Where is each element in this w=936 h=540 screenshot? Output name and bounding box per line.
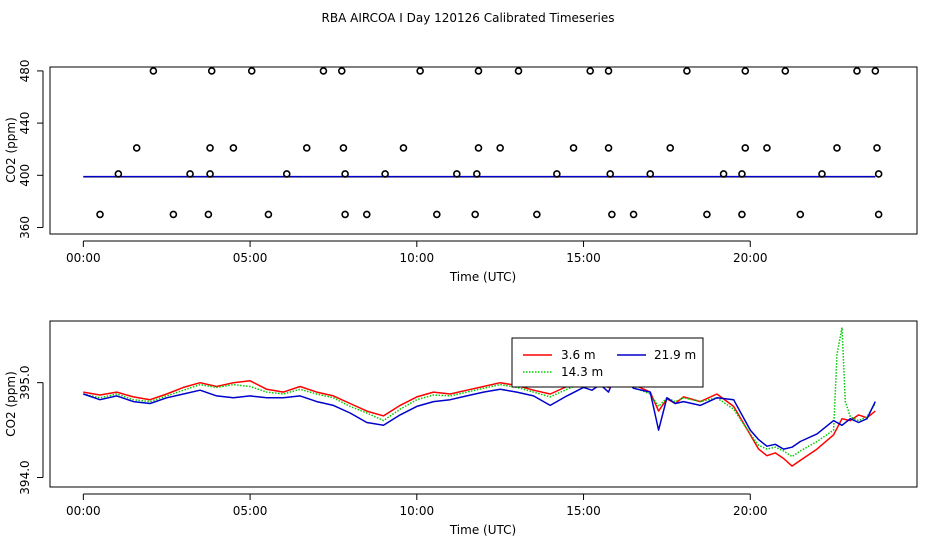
flag-point: [606, 170, 615, 178]
flag-point: [569, 144, 578, 152]
flag-point: [339, 144, 348, 152]
legend-box: [511, 337, 704, 388]
flag-point: [206, 144, 214, 152]
bottom-y-tick-label: 394.0: [18, 460, 32, 494]
flag-point: [132, 144, 141, 152]
flag-point: [741, 144, 750, 152]
flag-point: [206, 170, 214, 178]
flag-point: [453, 170, 461, 178]
flag-point: [204, 210, 213, 219]
flag-point: [871, 67, 880, 75]
flag-point: [474, 67, 483, 75]
flag-point: [719, 170, 728, 178]
top-chart: 00:00 05:00 10:00 15:00 20:00 360 400 440 480 T…: [4, 59, 918, 284]
flag-point: [604, 67, 613, 75]
top-y-axis-label: CO2 (ppm): [4, 117, 18, 183]
flag-point: [553, 170, 561, 178]
flag-point: [629, 210, 638, 219]
flag-point: [381, 170, 389, 178]
bottom-plot-frame: [49, 320, 918, 488]
flag-point: [433, 210, 441, 219]
bottom-series-layer: [83, 326, 876, 467]
bottom-y-axis: 394.0 395.0: [18, 365, 44, 495]
top-x-tick-label: 20:00: [733, 251, 768, 265]
top-x-axis: 00:00 05:00 10:00 15:00 20:00: [66, 240, 768, 265]
flag-point: [399, 144, 408, 152]
flag-point: [247, 67, 256, 75]
flag-point: [533, 210, 541, 219]
flag-point: [646, 170, 655, 178]
flag-point: [114, 170, 123, 178]
legend-label-14-3m: 14.3 m: [561, 365, 603, 379]
flag-point: [337, 67, 346, 75]
flag-point: [186, 170, 194, 178]
top-y-tick-label: 400: [18, 164, 32, 187]
top-y-axis: 360 400 440 480: [18, 59, 44, 239]
flag-point: [207, 67, 216, 75]
flag-point: [873, 144, 881, 152]
series-line-0: [83, 372, 876, 467]
top-x-tick-label: 05:00: [233, 251, 268, 265]
flag-point: [264, 210, 273, 219]
series-line-2: [83, 370, 876, 450]
flag-point: [96, 210, 104, 219]
flag-point: [586, 67, 595, 75]
flag-point: [169, 210, 178, 219]
top-y-tick-label: 360: [18, 216, 32, 239]
flag-point: [474, 144, 483, 152]
flag-point: [229, 144, 238, 152]
flag-point: [683, 67, 691, 75]
flag-point: [703, 210, 711, 219]
bottom-x-tick-label: 15:00: [566, 504, 601, 518]
flag-point: [473, 170, 481, 178]
bottom-x-tick-label: 20:00: [733, 504, 768, 518]
top-plot-frame: [49, 66, 918, 235]
flag-point: [282, 170, 291, 178]
bottom-chart: 00:00 05:00 10:00 15:00 20:00 394.0 395.0 Tim…: [4, 320, 918, 537]
flag-point: [741, 67, 750, 75]
flag-point: [496, 144, 504, 152]
top-flag-points: [96, 67, 883, 219]
legend: 3.6 m 21.9 m 14.3 m: [511, 337, 704, 388]
top-x-tick-label: 00:00: [66, 251, 101, 265]
flag-point: [302, 144, 311, 152]
flag-point: [604, 144, 613, 152]
top-x-axis-label: Time (UTC): [449, 270, 516, 284]
legend-label-3-6m: 3.6 m: [561, 348, 596, 362]
flag-point: [738, 170, 746, 178]
flag-point: [818, 170, 826, 178]
flag-point: [341, 210, 349, 219]
flag-point: [608, 210, 616, 219]
top-y-tick-label: 480: [18, 59, 32, 82]
flag-point: [781, 67, 790, 75]
flag-point: [796, 210, 805, 219]
top-x-tick-label: 10:00: [400, 251, 435, 265]
bottom-x-tick-label: 10:00: [400, 504, 435, 518]
flag-point: [149, 67, 158, 75]
flag-point: [874, 170, 883, 178]
flag-point: [853, 67, 861, 75]
bottom-x-axis: 00:00 05:00 10:00 15:00 20:00: [66, 493, 768, 518]
flag-point: [514, 67, 523, 75]
flag-point: [666, 144, 675, 152]
top-y-tick-label: 440: [18, 112, 32, 135]
flag-point: [362, 210, 371, 219]
bottom-x-tick-label: 05:00: [233, 504, 268, 518]
legend-label-21-9m: 21.9 m: [654, 348, 696, 362]
flag-point: [319, 67, 328, 75]
flag-point: [763, 144, 771, 152]
bottom-y-tick-label: 395.0: [18, 365, 32, 399]
flag-point: [471, 210, 479, 219]
top-x-tick-label: 15:00: [566, 251, 601, 265]
bottom-x-axis-label: Time (UTC): [449, 523, 516, 537]
bottom-x-tick-label: 00:00: [66, 504, 101, 518]
figure-title: RBA AIRCOA I Day 120126 Calibrated Times…: [322, 11, 615, 25]
flag-point: [416, 67, 424, 75]
flag-point: [874, 210, 883, 219]
flag-point: [833, 144, 841, 152]
flag-point: [341, 170, 349, 178]
bottom-y-axis-label: CO2 (ppm): [4, 371, 18, 437]
flag-point: [738, 210, 746, 219]
